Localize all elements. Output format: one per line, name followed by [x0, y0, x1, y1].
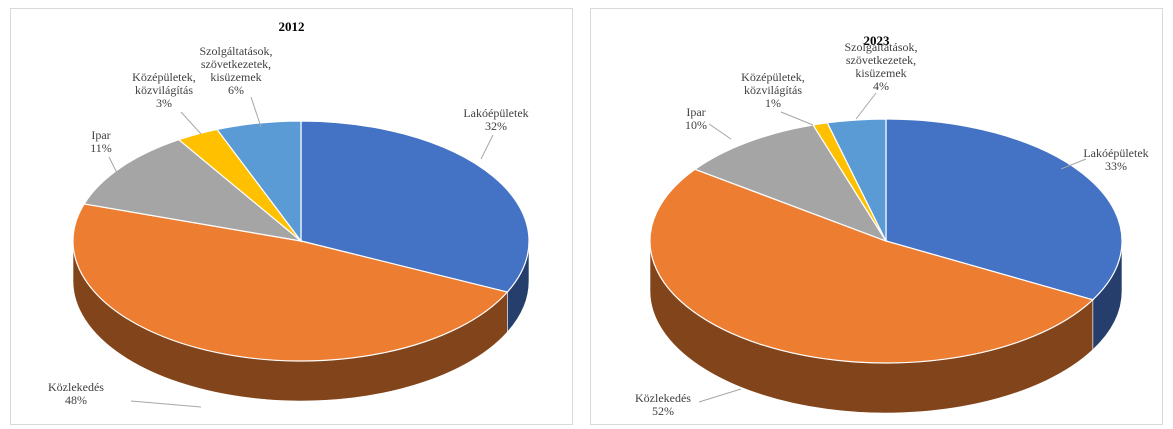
leader-line: [108, 156, 120, 178]
leader-line: [250, 96, 262, 128]
value-label: 11%: [90, 141, 112, 155]
leader-line: [180, 111, 202, 135]
data-label: Lakóépületek 32%: [446, 107, 546, 133]
category-label: Lakóépületek: [463, 106, 529, 120]
category-label: Középületek, közvilágítás: [132, 70, 196, 97]
slice: [72, 203, 509, 362]
chart-title: 2012: [278, 19, 305, 34]
data-label: Középületek, közvilágítás 1%: [729, 71, 817, 110]
category-label: Lakóépületek: [1083, 146, 1149, 160]
category-label: Közlekedés: [635, 391, 691, 405]
value-label: 10%: [685, 118, 707, 132]
data-label: Szolgáltatások, szövetkezetek, kisüzemek…: [186, 45, 286, 97]
slice: [693, 124, 888, 243]
chart-title: 2023: [863, 33, 890, 48]
value-label: 6%: [228, 83, 244, 97]
chart-panel: 2012 Lakóépületek 32% Közlekedés 48% Ipar 11%…: [10, 8, 573, 425]
data-label: Szolgáltatások, szövetkezetek, kisüzemek…: [831, 41, 931, 93]
value-label: 3%: [156, 96, 172, 110]
category-label: Szolgáltatások, szövetkezetek, kisüzemek: [844, 40, 918, 80]
data-label: Közlekedés 48%: [26, 381, 126, 407]
leader-line: [1060, 158, 1087, 170]
leader-line: [855, 92, 877, 120]
value-label: 48%: [65, 393, 87, 407]
category-label: Ipar: [91, 128, 111, 142]
slice: [216, 120, 302, 243]
data-label: Ipar 11%: [51, 129, 151, 155]
data-label: Középületek, közvilágítás 3%: [120, 71, 208, 110]
data-label: Közlekedés 52%: [613, 392, 713, 418]
value-label: 32%: [485, 119, 507, 133]
leader-line: [130, 400, 202, 408]
value-label: 4%: [873, 79, 889, 93]
leader-line: [780, 111, 814, 126]
category-label: Középületek, közvilágítás: [741, 70, 805, 97]
pie: [649, 92, 1123, 414]
slice: [826, 118, 887, 242]
value-label: 52%: [652, 404, 674, 418]
leader-line: [708, 123, 732, 140]
data-label: Ipar 10%: [646, 106, 746, 132]
pie: [72, 96, 530, 408]
value-label: 33%: [1105, 159, 1127, 173]
slice: [885, 118, 1123, 301]
chart-panel: 2023 Lakóépületek 33% Közlekedés 52% Ipar 10%…: [590, 8, 1163, 425]
category-label: Ipar: [686, 105, 706, 119]
leader-line: [480, 134, 494, 160]
category-label: Szolgáltatások, szövetkezetek, kisüzemek: [199, 44, 273, 84]
value-label: 1%: [765, 96, 781, 110]
slice: [83, 139, 304, 242]
data-label: Lakóépületek 33%: [1066, 147, 1166, 173]
slice: [300, 120, 530, 293]
slice: [649, 168, 1094, 364]
category-label: Közlekedés: [48, 380, 104, 394]
leader-line: [698, 388, 742, 403]
